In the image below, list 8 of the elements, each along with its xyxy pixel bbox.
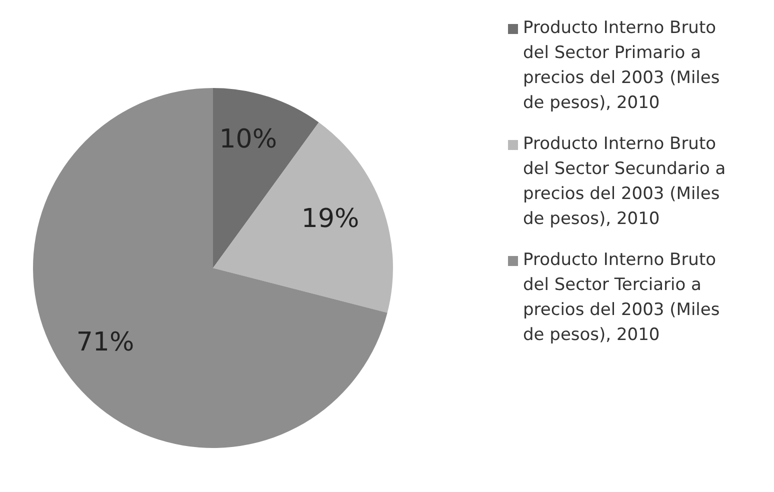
pie-slice (33, 88, 388, 448)
data-label: 71% (76, 328, 134, 358)
legend-label: Producto Interno Bruto del Sector Secundario a precios del 2003 (Miles de pesos), 2010 (523, 133, 727, 231)
data-label: 10% (219, 124, 278, 154)
legend-label: Producto Interno Bruto del Sector Terciario a precios del 2003 (Miles de pesos), 2010 (523, 249, 721, 347)
data-label: 19% (301, 204, 360, 234)
pie-slice (213, 122, 393, 313)
legend-label: Producto Interno Bruto del Sector Primario a precios del 2003 (Miles de pesos), 2010 (523, 17, 721, 115)
